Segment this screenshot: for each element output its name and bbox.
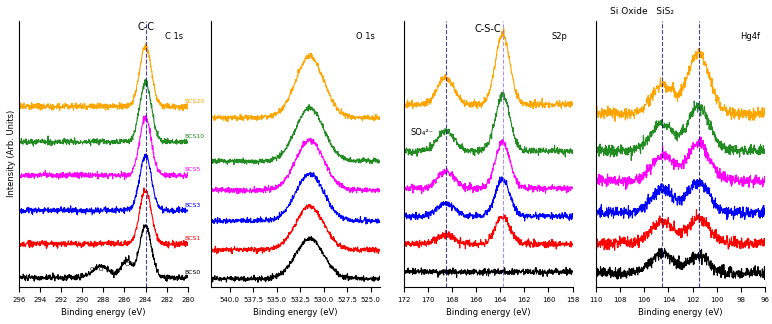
Text: BCS10: BCS10 <box>185 134 205 139</box>
Text: O 1s: O 1s <box>356 31 375 40</box>
Text: BCS5: BCS5 <box>185 168 201 172</box>
Text: Hg4f: Hg4f <box>740 31 760 40</box>
Text: BCS3: BCS3 <box>185 203 201 208</box>
Text: C 1s: C 1s <box>164 31 183 40</box>
Text: BCS0: BCS0 <box>185 270 201 275</box>
Text: C=O: C=O <box>90 267 104 272</box>
X-axis label: Binding energy (eV): Binding energy (eV) <box>638 308 723 317</box>
Text: C-O: C-O <box>124 262 136 267</box>
Y-axis label: Intensity (Arb. Units): Intensity (Arb. Units) <box>7 110 16 198</box>
X-axis label: Binding energy (eV): Binding energy (eV) <box>61 308 145 317</box>
X-axis label: Binding energy (eV): Binding energy (eV) <box>446 308 530 317</box>
Text: BCS1: BCS1 <box>185 236 201 241</box>
Text: C-C: C-C <box>137 22 154 32</box>
Text: S2p: S2p <box>552 31 567 40</box>
X-axis label: Binding energy (eV): Binding energy (eV) <box>253 308 338 317</box>
Text: C-S-C: C-S-C <box>475 24 501 34</box>
Text: SO₄²⁻: SO₄²⁻ <box>411 128 433 137</box>
Text: BCS20: BCS20 <box>185 99 205 104</box>
Text: Si Oxide   SiS₂: Si Oxide SiS₂ <box>610 6 673 16</box>
